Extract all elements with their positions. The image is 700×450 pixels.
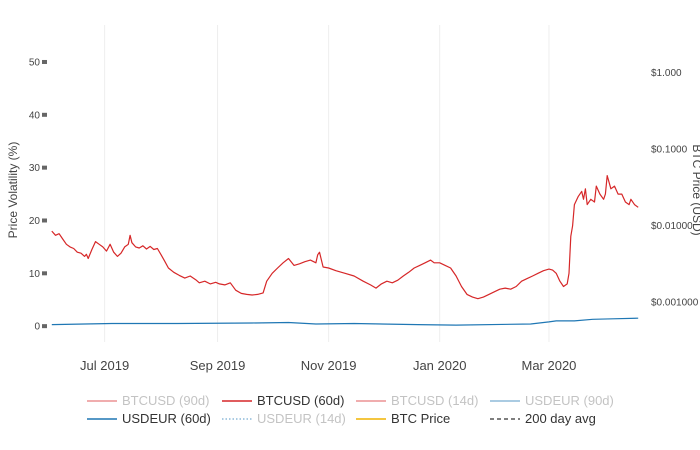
legend-item[interactable]: 200 day avg	[490, 411, 596, 426]
y-tick-mark	[42, 271, 47, 276]
legend[interactable]: BTCUSD (90d) BTCUSD (60d) BTCUSD (14d) USDE…	[87, 393, 614, 426]
legend-item[interactable]: BTCUSD (90d)	[87, 393, 209, 408]
legend-label: USDEUR (60d)	[122, 411, 211, 426]
y-tick-label: 0	[34, 322, 40, 333]
legend-item[interactable]: BTC Price	[356, 411, 450, 426]
legend-label: BTCUSD (90d)	[122, 393, 209, 408]
y-axis-title: Price Volatility (%)	[6, 142, 20, 239]
y-tick-mark	[42, 165, 47, 170]
legend-item[interactable]: USDEUR (60d)	[87, 411, 211, 426]
legend-label: USDEUR (90d)	[525, 393, 614, 408]
y2-tick-label: $0.1000	[651, 145, 688, 156]
y-tick-mark	[42, 112, 47, 117]
legend-label: BTC Price	[391, 411, 450, 426]
y-tick-mark	[42, 59, 47, 64]
legend-label: BTCUSD (14d)	[391, 393, 478, 408]
x-tick-label: Jan 2020	[413, 358, 467, 373]
legend-item[interactable]: BTCUSD (60d)	[222, 393, 344, 408]
series-line-btcusd-60d	[51, 175, 639, 300]
legend-label: BTCUSD (60d)	[257, 393, 344, 408]
legend-label: USDEUR (14d)	[257, 411, 346, 426]
x-tick-label: Sep 2019	[190, 358, 246, 373]
y2-tick-label: $0.01000	[651, 221, 693, 232]
y-tick-label: 10	[29, 269, 41, 280]
y-tick-mark	[42, 324, 47, 329]
series-line-usdeur-60d	[51, 317, 639, 326]
y2-tick-label: $0.001000	[651, 298, 699, 309]
y2-axis-title: BTC Price (USD)	[690, 144, 700, 235]
y2-tick-label: $1.000	[651, 68, 682, 79]
x-tick-label: Nov 2019	[301, 358, 357, 373]
grid-lines	[104, 25, 550, 342]
y-tick-label: 30	[29, 163, 41, 174]
x-tick-label: Jul 2019	[80, 358, 129, 373]
x-axis-ticks: Jul 2019 Sep 2019 Nov 2019 Jan 2020 Mar 2020	[80, 358, 576, 373]
legend-item[interactable]: USDEUR (14d)	[222, 411, 346, 426]
x-tick-label: Mar 2020	[521, 358, 576, 373]
series-lines	[51, 175, 639, 326]
y-tick-label: 40	[29, 110, 41, 121]
y-tick-label: 20	[29, 216, 41, 227]
y-tick-label: 50	[29, 57, 41, 68]
y-tick-mark	[42, 218, 47, 223]
legend-item[interactable]: USDEUR (90d)	[490, 393, 614, 408]
legend-item[interactable]: BTCUSD (14d)	[356, 393, 478, 408]
right-axis-ticks: $0.001000 $0.01000 $0.1000 $1.000	[651, 68, 699, 308]
left-axis-ticks: 0 10 20 30 40 50	[29, 57, 47, 333]
legend-label: 200 day avg	[525, 411, 596, 426]
